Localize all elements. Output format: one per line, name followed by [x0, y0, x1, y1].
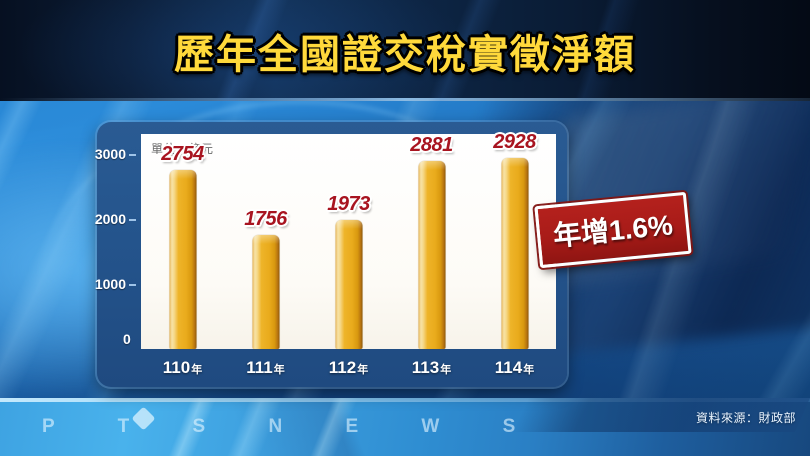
growth-badge-label: 年增1.6%	[551, 209, 675, 252]
chart-panel: 3000 2000 1000 單位：億元 2754 1756 1973 2881 292…	[95, 122, 567, 387]
page-title: 歷年全國證交稅實徵淨額	[174, 32, 636, 77]
source-label: 資料來源：財政部	[695, 411, 796, 425]
x-axis-label: 114年	[494, 358, 535, 377]
bar-value-label: 1756	[244, 207, 287, 230]
x-axis-label: 111年	[246, 358, 285, 377]
bar-slot: 1973	[307, 134, 390, 349]
bar-value-label: 2928	[493, 131, 536, 154]
bar	[252, 234, 279, 349]
bar-slot: 1756	[224, 134, 307, 349]
bar-slot: 2881	[390, 134, 473, 349]
x-axis-label: 110年	[162, 358, 203, 377]
bar-series: 2754 1756 1973 2881 2928	[141, 131, 556, 349]
x-axis-label: 113年	[411, 358, 452, 377]
y-tick-2000: 2000	[95, 211, 136, 227]
pts-news-watermark: P T S N E W S	[42, 416, 545, 437]
bar-value-label: 1973	[327, 193, 370, 216]
plot-area: 單位：億元 2754 1756 1973 2881 2928	[141, 131, 556, 349]
bar	[169, 169, 196, 349]
unit-label: 單位：億元	[151, 142, 214, 156]
y-axis: 3000 2000 1000	[95, 134, 141, 349]
footer-top-line	[0, 398, 810, 402]
x-axis: 110年 111年 112年 113年 114年	[141, 349, 556, 383]
bar-value-label: 2754	[161, 142, 204, 165]
x-axis-label: 112年	[328, 358, 369, 377]
footer-strip: P T S N E W S 資料來源：財政部	[0, 398, 810, 456]
bar-slot: 2928	[473, 131, 556, 349]
y-tick-3000: 3000	[95, 146, 136, 162]
bar	[501, 158, 528, 349]
title-band	[0, 0, 810, 101]
bar-value-label: 2881	[410, 134, 453, 157]
bar	[335, 220, 362, 349]
y-tick-1000: 1000	[95, 276, 136, 292]
y-tick-0: 0	[123, 331, 131, 347]
bar-slot: 2754	[141, 134, 224, 349]
bar	[418, 161, 445, 349]
